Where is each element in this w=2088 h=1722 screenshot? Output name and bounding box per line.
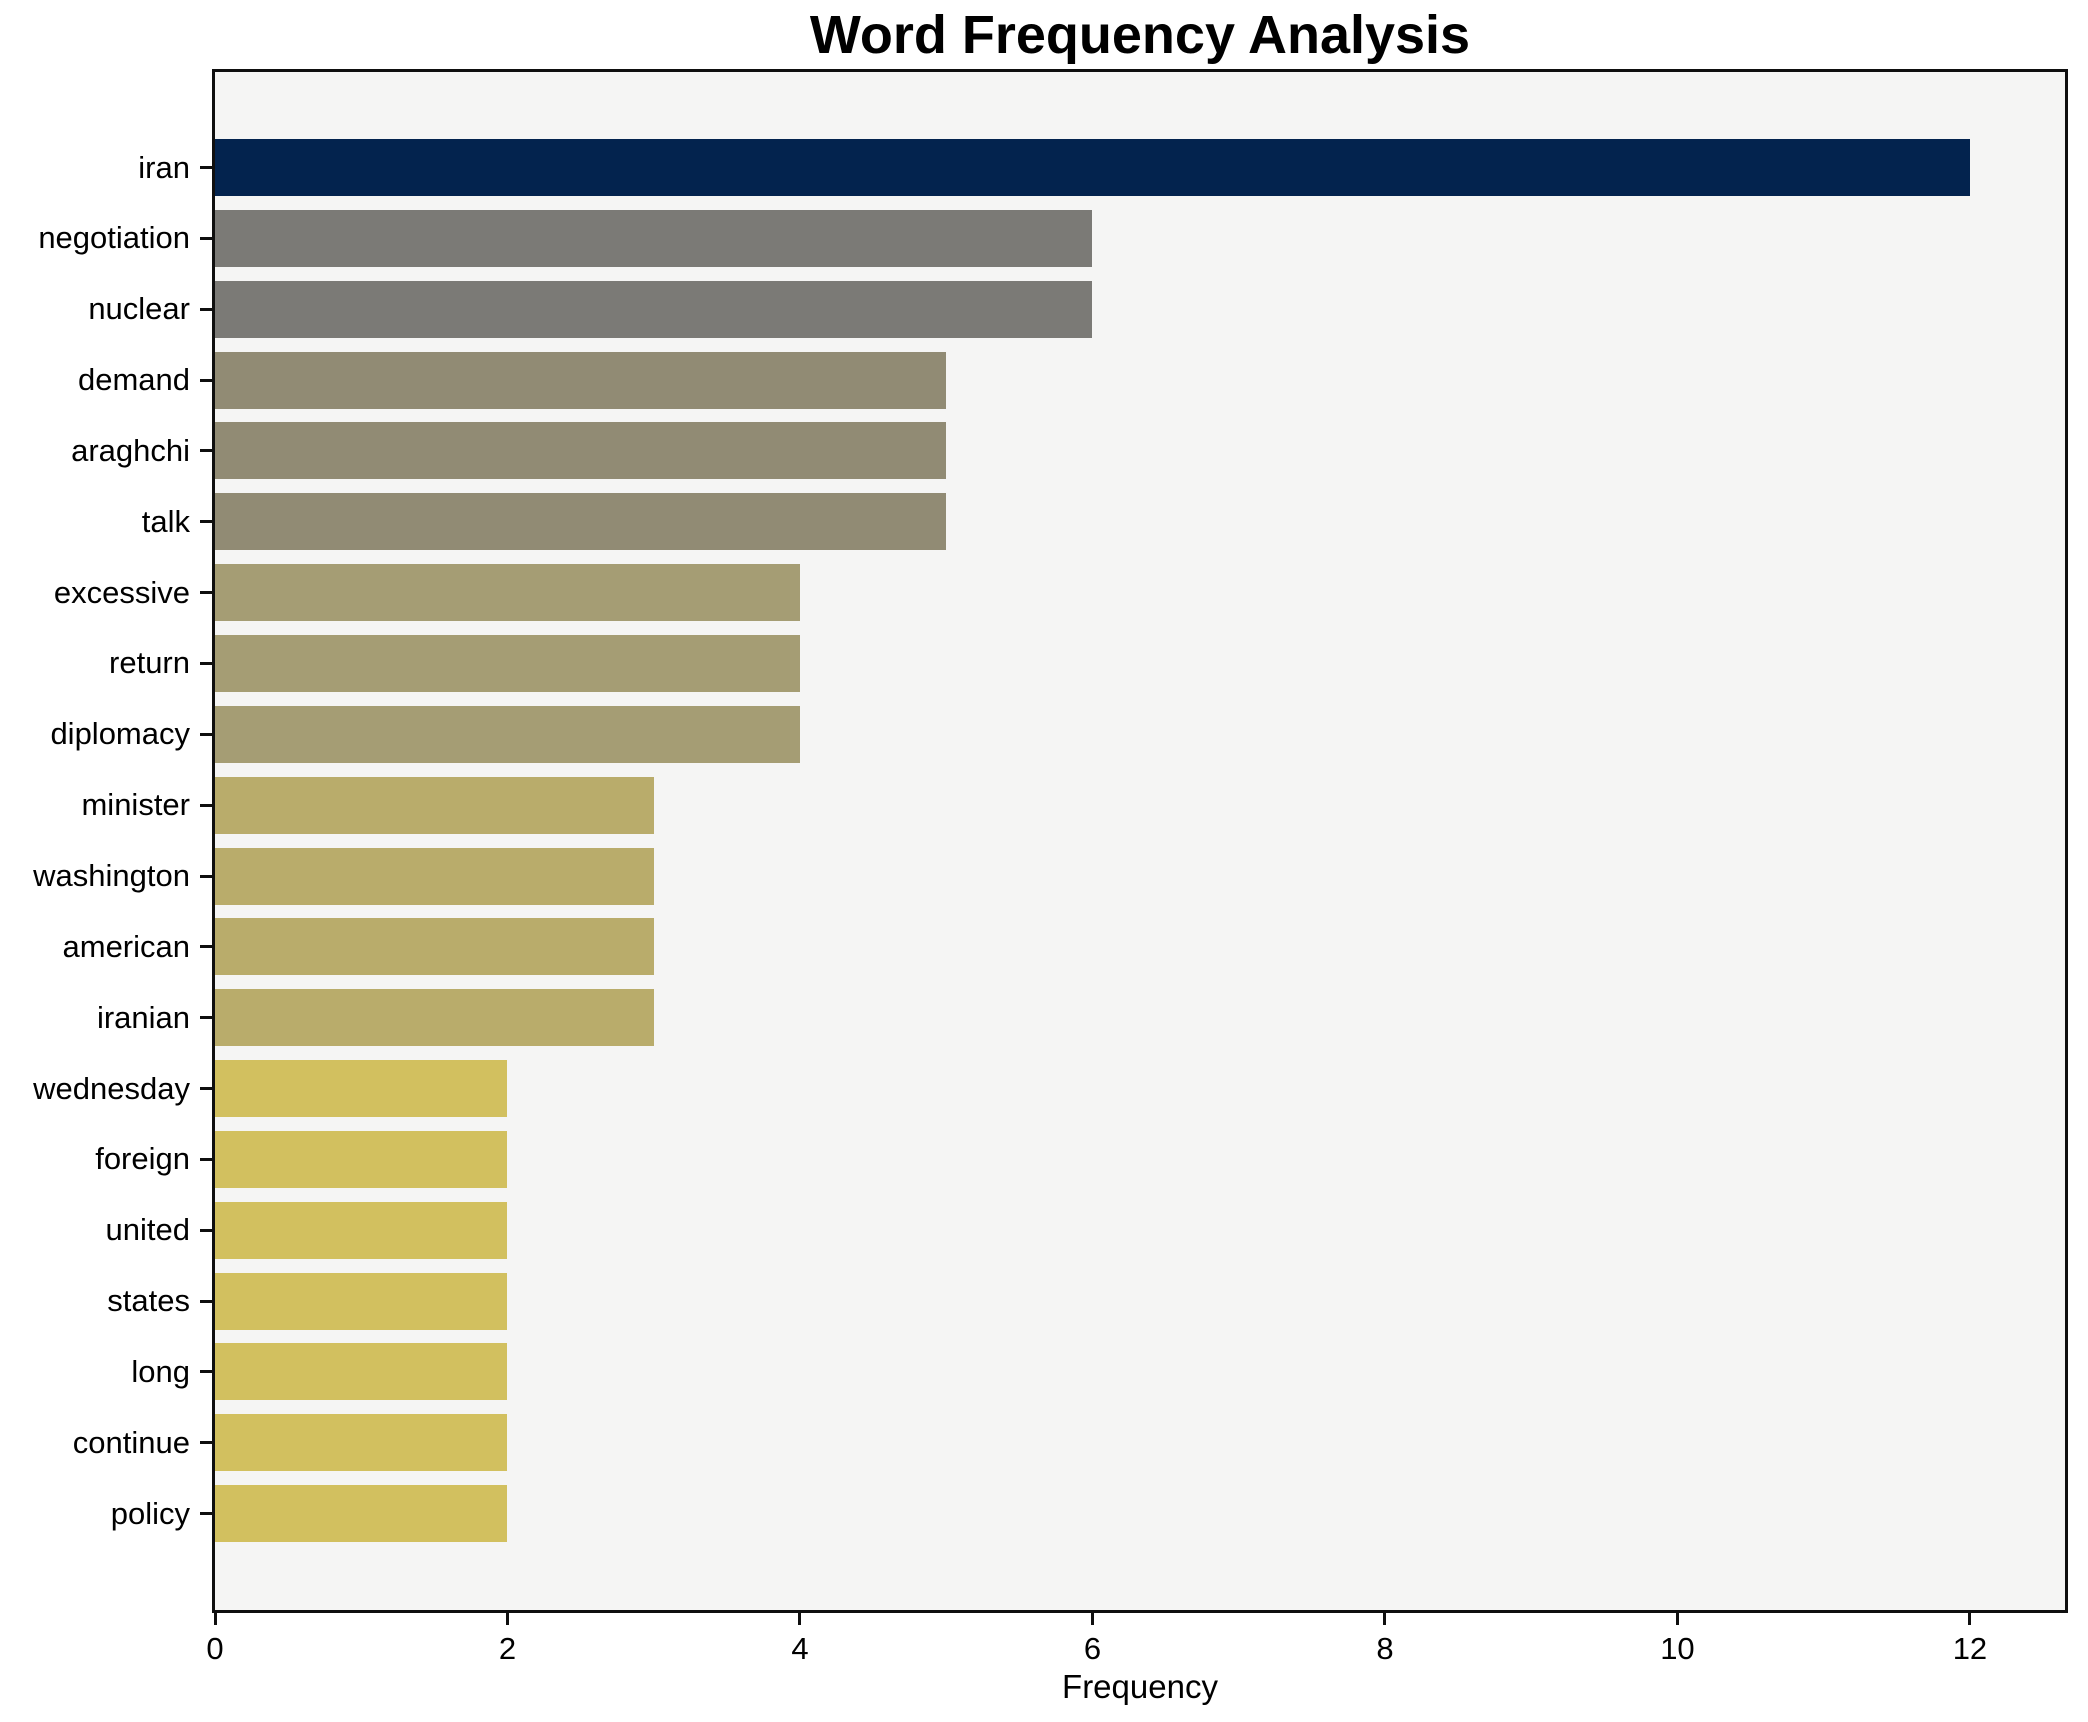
x-tick-0 xyxy=(213,1613,217,1625)
x-tick-label-8: 8 xyxy=(1376,1631,1394,1666)
y-tick-united xyxy=(200,1228,212,1232)
y-label-talk: talk xyxy=(141,503,190,539)
y-tick-american xyxy=(200,945,212,949)
x-tick-label-0: 0 xyxy=(206,1631,224,1666)
y-label-continue: continue xyxy=(72,1424,190,1460)
bar-iranian xyxy=(215,989,654,1047)
x-tick-12 xyxy=(1968,1613,1972,1625)
y-tick-washington xyxy=(200,874,212,878)
bar-araghchi xyxy=(215,422,947,480)
y-label-iranian: iranian xyxy=(96,999,190,1035)
y-label-nuclear: nuclear xyxy=(88,291,190,327)
bar-policy xyxy=(215,1485,508,1543)
y-tick-policy xyxy=(200,1512,212,1516)
bar-excessive xyxy=(215,564,800,622)
bar-talk xyxy=(215,493,947,551)
x-tick-label-2: 2 xyxy=(498,1631,517,1666)
x-tick-8 xyxy=(1383,1613,1387,1625)
y-label-minister: minister xyxy=(81,787,190,823)
bar-diplomacy xyxy=(215,705,800,763)
y-tick-araghchi xyxy=(200,449,212,453)
y-tick-return xyxy=(200,661,212,665)
bar-nuclear xyxy=(215,280,1093,338)
bar-wednesday xyxy=(215,1060,508,1118)
y-label-foreign: foreign xyxy=(95,1141,190,1177)
chart-title: Word Frequency Analysis xyxy=(809,5,1471,65)
y-tick-nuclear xyxy=(200,307,212,311)
y-label-washington: washington xyxy=(33,858,190,893)
x-tick-10 xyxy=(1675,1613,1679,1625)
bar-united xyxy=(215,1201,508,1259)
y-tick-excessive xyxy=(200,591,212,595)
x-tick-label-10: 10 xyxy=(1660,1631,1695,1666)
plot-area xyxy=(212,69,2068,1613)
y-tick-wednesday xyxy=(200,1087,212,1091)
bar-demand xyxy=(215,351,947,409)
y-label-demand: demand xyxy=(77,362,190,398)
bar-states xyxy=(215,1272,508,1330)
bar-foreign xyxy=(215,1130,508,1188)
y-label-diplomacy: diplomacy xyxy=(50,716,190,752)
x-tick-label-4: 4 xyxy=(791,1631,809,1666)
bar-minister xyxy=(215,776,654,834)
y-label-long: long xyxy=(131,1353,190,1389)
y-label-american: american xyxy=(62,928,191,964)
x-tick-label-12: 12 xyxy=(1952,1631,1988,1666)
x-tick-4 xyxy=(798,1613,802,1625)
bar-return xyxy=(215,634,800,692)
y-tick-continue xyxy=(200,1441,212,1445)
y-tick-minister xyxy=(200,803,212,807)
y-label-negotiation: negotiation xyxy=(38,220,190,256)
y-tick-demand xyxy=(200,378,212,382)
y-tick-iran xyxy=(200,166,212,169)
y-tick-iranian xyxy=(200,1016,212,1020)
y-label-excessive: excessive xyxy=(53,574,190,610)
y-tick-talk xyxy=(200,520,212,524)
y-label-iran: iran xyxy=(138,149,190,185)
bar-continue xyxy=(215,1414,508,1472)
y-tick-foreign xyxy=(200,1157,212,1161)
y-tick-long xyxy=(200,1370,212,1374)
bar-long xyxy=(215,1343,508,1401)
bar-washington xyxy=(215,847,654,905)
y-label-return: return xyxy=(109,645,190,681)
x-tick-6 xyxy=(1090,1613,1094,1625)
x-axis-label: Frequency xyxy=(1062,1668,1218,1705)
bar-negotiation xyxy=(215,209,1093,267)
x-tick-2 xyxy=(505,1613,509,1625)
y-tick-negotiation xyxy=(200,236,212,240)
bar-iran xyxy=(215,139,1970,196)
y-label-wednesday: wednesday xyxy=(33,1070,190,1106)
bar-american xyxy=(215,918,654,976)
y-tick-states xyxy=(200,1299,212,1303)
y-label-states: states xyxy=(107,1283,190,1319)
y-label-araghchi: araghchi xyxy=(71,432,190,468)
y-label-policy: policy xyxy=(110,1495,190,1531)
x-tick-label-6: 6 xyxy=(1083,1631,1102,1666)
y-label-united: united xyxy=(105,1212,190,1248)
y-tick-diplomacy xyxy=(200,732,212,736)
